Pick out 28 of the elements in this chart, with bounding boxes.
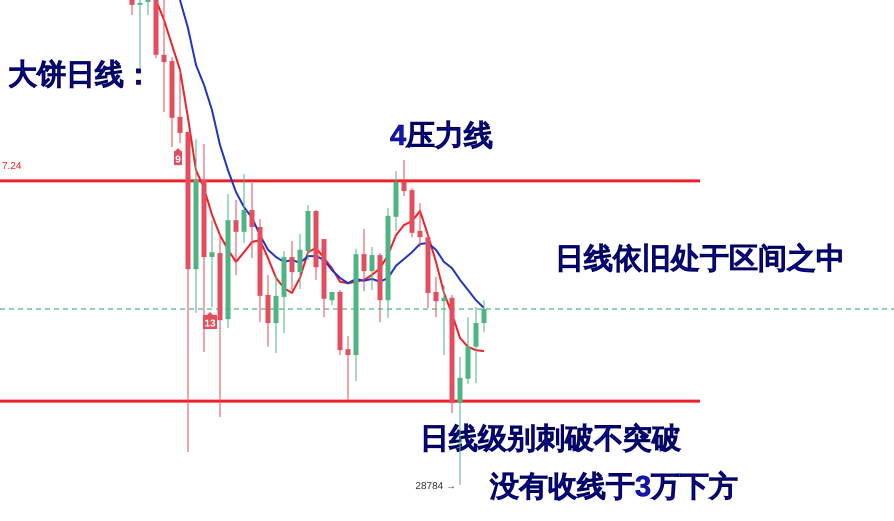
candlestick bbox=[146, 0, 150, 16]
candlestick bbox=[434, 276, 438, 318]
candlestick bbox=[178, 69, 182, 144]
candlestick bbox=[234, 199, 238, 276]
annotation: 9 bbox=[175, 154, 182, 166]
candlestick bbox=[130, 0, 134, 16]
candlestick bbox=[482, 300, 486, 333]
text: 没有收线于3万下方 bbox=[489, 470, 738, 503]
text: 7.24 bbox=[2, 160, 22, 172]
candlestick bbox=[418, 202, 422, 248]
annotation: 4压力线 bbox=[390, 120, 494, 152]
candlestick bbox=[298, 233, 302, 290]
text: 日线依旧处于区间之中 bbox=[555, 242, 845, 275]
candlestick bbox=[138, 0, 142, 68]
candlestick bbox=[370, 246, 374, 291]
candlestick bbox=[346, 336, 350, 401]
candlestick bbox=[242, 174, 246, 244]
candlestick bbox=[250, 182, 254, 259]
text: 大饼日线： bbox=[8, 59, 153, 91]
candlestick bbox=[162, 0, 166, 113]
candlestick bbox=[402, 160, 406, 196]
candlestick bbox=[474, 306, 478, 384]
candlestick bbox=[210, 220, 214, 308]
annotation: 13 bbox=[204, 318, 216, 330]
candlestick bbox=[362, 228, 366, 292]
candlestick bbox=[290, 240, 294, 291]
annotation: 28784 → bbox=[415, 481, 456, 492]
candlestick bbox=[330, 291, 334, 306]
